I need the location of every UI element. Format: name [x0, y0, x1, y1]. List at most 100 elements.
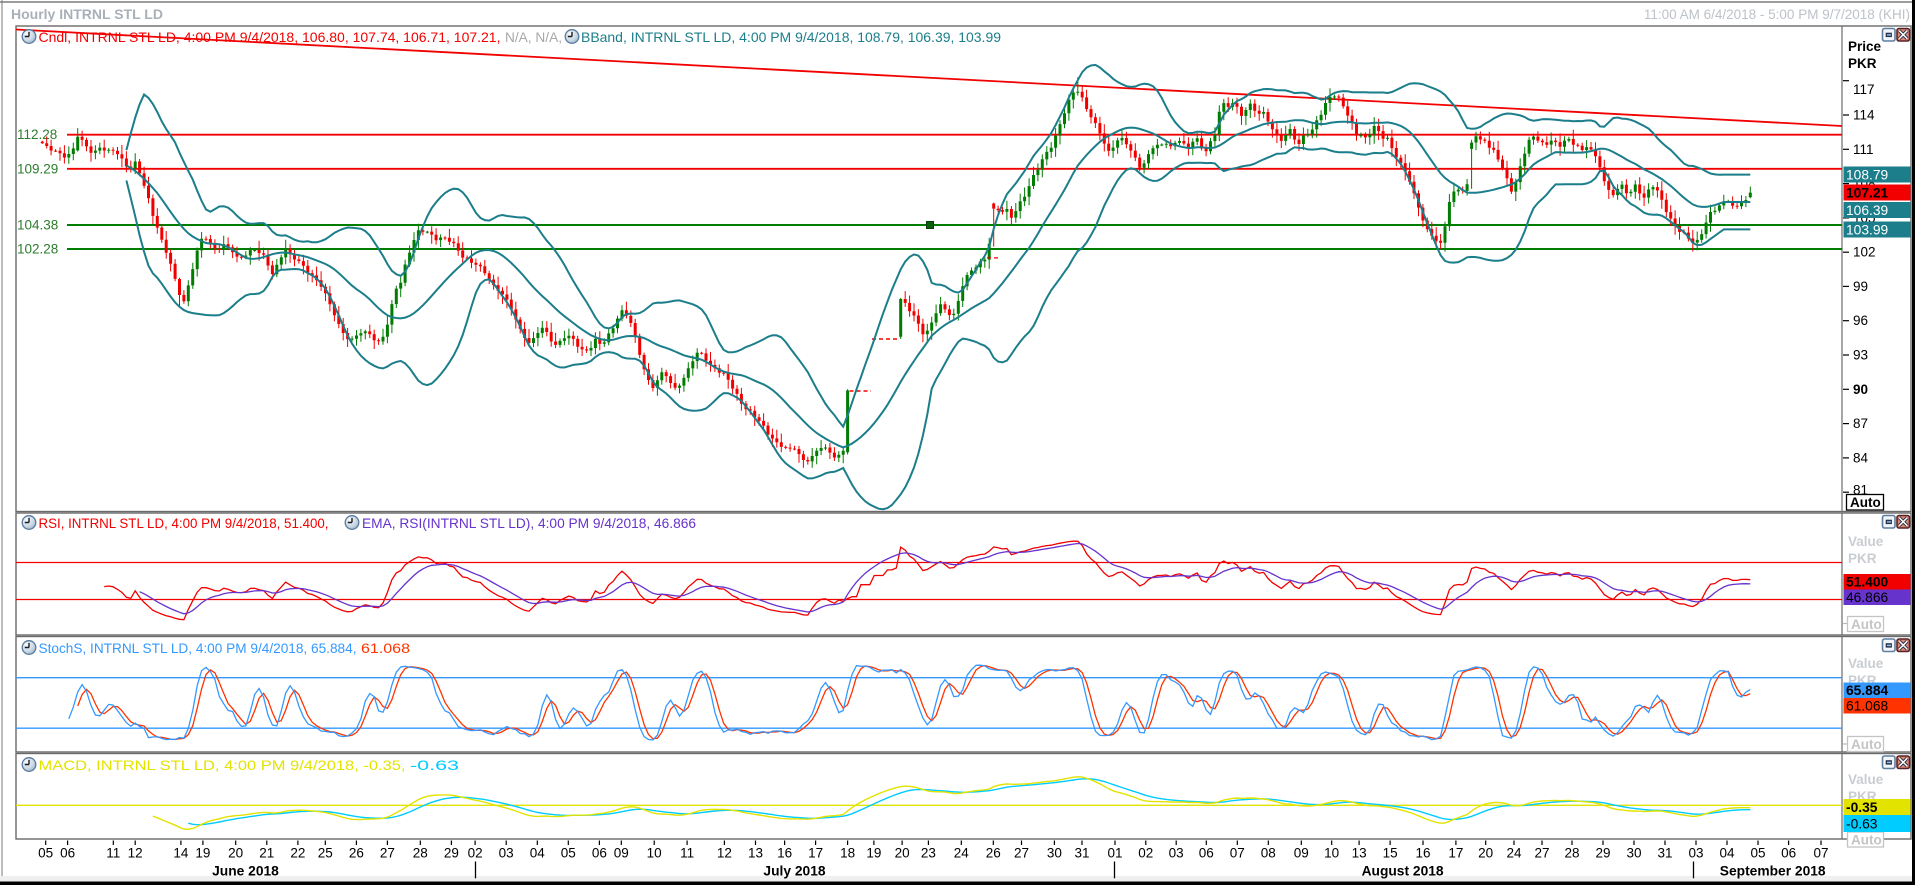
svg-text:PKR: PKR: [1848, 551, 1877, 566]
svg-text:06: 06: [60, 846, 75, 861]
svg-text:11: 11: [680, 846, 694, 861]
svg-text:112.28: 112.28: [17, 127, 57, 142]
svg-text:Value: Value: [1848, 772, 1884, 787]
svg-text:Price: Price: [1848, 39, 1882, 54]
svg-text:84: 84: [1853, 450, 1869, 465]
svg-text:111: 111: [1853, 142, 1874, 157]
svg-text:13: 13: [748, 846, 763, 861]
svg-text:02: 02: [1138, 846, 1153, 861]
svg-text:Auto: Auto: [1850, 495, 1881, 510]
svg-text:93: 93: [1853, 348, 1868, 363]
svg-text:08: 08: [1261, 846, 1276, 861]
svg-text:07: 07: [1230, 846, 1245, 861]
svg-text:20: 20: [895, 846, 910, 861]
svg-text:12: 12: [717, 846, 732, 861]
svg-text:24: 24: [1506, 846, 1522, 861]
svg-text:20: 20: [228, 846, 243, 861]
svg-text:30: 30: [1047, 846, 1062, 861]
svg-text:23: 23: [921, 846, 936, 861]
svg-text:99: 99: [1853, 279, 1868, 294]
svg-text:26: 26: [986, 846, 1001, 861]
svg-text:102.28: 102.28: [17, 242, 58, 257]
svg-text:65.884: 65.884: [1846, 683, 1889, 698]
svg-text:27: 27: [380, 846, 395, 861]
svg-text:Auto: Auto: [1851, 737, 1882, 752]
svg-text:19: 19: [195, 846, 210, 861]
svg-text:01: 01: [1107, 846, 1122, 861]
svg-text:18: 18: [840, 846, 855, 861]
svg-text:90: 90: [1853, 382, 1868, 397]
svg-text:96: 96: [1853, 313, 1868, 328]
svg-text:EMA, RSI(INTRNL STL LD), 4:00: EMA, RSI(INTRNL STL LD), 4:00 PM 9/4/201…: [362, 516, 696, 531]
svg-text:107.21: 107.21: [1846, 185, 1889, 200]
svg-text:27: 27: [1014, 846, 1029, 861]
svg-text:87: 87: [1853, 416, 1868, 431]
svg-text:10: 10: [647, 846, 662, 861]
svg-text:17: 17: [1448, 846, 1463, 861]
svg-text:22: 22: [290, 846, 305, 861]
svg-text:PKR: PKR: [1848, 56, 1877, 71]
svg-text:July 2018: July 2018: [763, 864, 825, 879]
svg-text:20: 20: [1478, 846, 1493, 861]
svg-text:BBand, INTRNL STL LD, 4:00 PM: BBand, INTRNL STL LD, 4:00 PM 9/4/2018, …: [581, 30, 1001, 45]
svg-text:15: 15: [1383, 846, 1398, 861]
svg-text:09: 09: [1294, 846, 1309, 861]
svg-text:11:00 AM 6/4/2018 - 5:00 PM 9/: 11:00 AM 6/4/2018 - 5:00 PM 9/7/2018 (KH…: [1644, 7, 1910, 22]
svg-text:07: 07: [1813, 846, 1828, 861]
svg-text:117: 117: [1853, 82, 1875, 97]
svg-text:06: 06: [1199, 846, 1214, 861]
svg-text:61.068: 61.068: [1846, 699, 1889, 714]
svg-text:05: 05: [1750, 846, 1765, 861]
svg-text:-0.63: -0.63: [1846, 816, 1878, 831]
svg-text:RSI, INTRNL STL LD, 4:00 PM 9/: RSI, INTRNL STL LD, 4:00 PM 9/4/2018, 51…: [39, 516, 329, 531]
svg-text:25: 25: [318, 846, 333, 861]
svg-text:04: 04: [1719, 846, 1735, 861]
svg-text:Cndl, INTRNL STL LD, 4:00 PM 9: Cndl, INTRNL STL LD, 4:00 PM 9/4/2018, 1…: [39, 30, 501, 45]
svg-text:16: 16: [777, 846, 792, 861]
svg-text:24: 24: [954, 846, 970, 861]
svg-text:03: 03: [499, 846, 514, 861]
svg-text:31: 31: [1657, 846, 1672, 861]
svg-text:29: 29: [1595, 846, 1610, 861]
svg-text:August 2018: August 2018: [1362, 864, 1444, 879]
svg-text:17: 17: [808, 846, 823, 861]
svg-text:27: 27: [1534, 846, 1549, 861]
svg-text:102: 102: [1853, 245, 1876, 260]
svg-text:14: 14: [173, 846, 189, 861]
svg-text:28: 28: [1564, 846, 1579, 861]
svg-text:06: 06: [1781, 846, 1796, 861]
svg-text:51.400: 51.400: [1846, 575, 1889, 590]
svg-text:11: 11: [106, 846, 120, 861]
svg-text:06: 06: [592, 846, 607, 861]
svg-text:05: 05: [561, 846, 576, 861]
svg-text:61.068: 61.068: [361, 641, 410, 656]
svg-text:30: 30: [1626, 846, 1641, 861]
svg-text:Value: Value: [1848, 534, 1884, 549]
svg-text:29: 29: [444, 846, 459, 861]
svg-text:03: 03: [1688, 846, 1703, 861]
svg-text:N/A, N/A,: N/A, N/A,: [505, 30, 562, 45]
svg-text:-0.63: -0.63: [410, 758, 460, 773]
svg-text:June 2018: June 2018: [212, 864, 279, 879]
svg-text:MACD, INTRNL STL LD, 4:00 PM 9: MACD, INTRNL STL LD, 4:00 PM 9/4/2018, -…: [39, 758, 406, 773]
svg-text:106.39: 106.39: [1846, 203, 1889, 218]
svg-text:109.29: 109.29: [17, 161, 58, 176]
svg-text:19: 19: [866, 846, 881, 861]
svg-text:31: 31: [1074, 846, 1089, 861]
svg-text:05: 05: [38, 846, 53, 861]
svg-text:10: 10: [1324, 846, 1339, 861]
svg-text:03: 03: [1169, 846, 1184, 861]
svg-text:Hourly INTRNL STL LD: Hourly INTRNL STL LD: [11, 6, 163, 22]
svg-text:September 2018: September 2018: [1720, 864, 1826, 879]
svg-text:Value: Value: [1848, 656, 1884, 671]
svg-text:46.866: 46.866: [1846, 590, 1889, 605]
svg-text:-0.35: -0.35: [1846, 800, 1878, 815]
svg-text:Auto: Auto: [1851, 617, 1882, 632]
svg-text:02: 02: [468, 846, 483, 861]
svg-text:104.38: 104.38: [17, 218, 58, 233]
svg-text:103.99: 103.99: [1846, 222, 1889, 237]
svg-text:108.79: 108.79: [1846, 167, 1889, 182]
svg-text:StochS, INTRNL STL LD, 4:00 PM: StochS, INTRNL STL LD, 4:00 PM 9/4/2018,…: [39, 641, 357, 656]
svg-text:12: 12: [128, 846, 143, 861]
svg-text:09: 09: [614, 846, 629, 861]
